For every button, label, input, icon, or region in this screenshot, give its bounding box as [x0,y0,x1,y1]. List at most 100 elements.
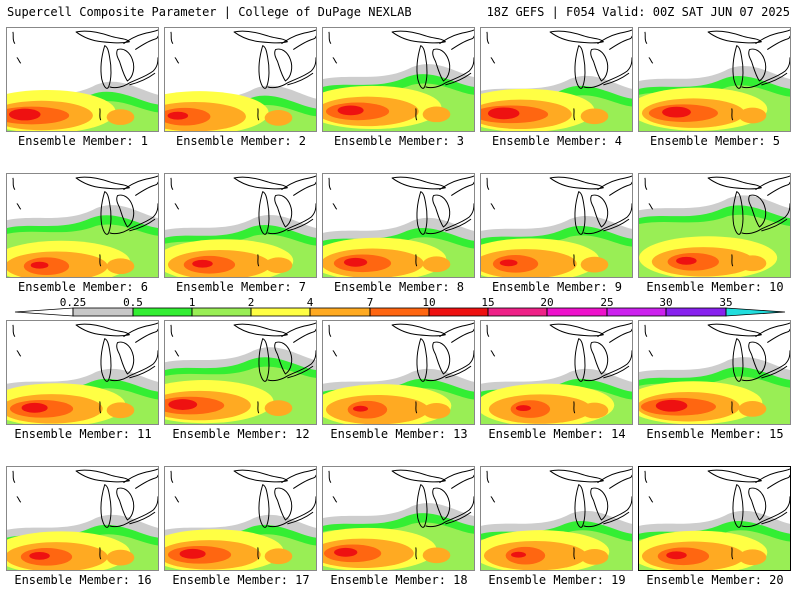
ensemble-member-panel-7[interactable] [164,173,317,278]
lake-erie-outline [761,218,788,232]
lake-huron-outline [590,194,609,228]
lake-erie-outline [445,511,472,525]
ensemble-member-panel-3[interactable] [322,27,475,132]
ensemble-member-panel-17[interactable] [164,466,317,571]
inland-water-feature [257,108,260,121]
lake-erie-outline [603,72,630,86]
inland-water-feature [573,108,576,121]
ensemble-member-panel-14[interactable] [480,320,633,425]
ensemble-member-map-9 [481,175,632,277]
great-lakes-coastline [583,29,632,89]
field-area-red [337,105,364,116]
field-area-red [168,399,198,410]
field-area-red [655,399,688,412]
great-lakes-coastline [109,322,158,382]
colorbar-segment-2 [132,307,193,317]
ensemble-member-panel-18[interactable] [322,466,475,571]
ensemble-member-map-10 [639,175,790,277]
lake-huron-outline [274,341,293,375]
ensemble-member-map-18 [323,468,474,570]
colorbar-segment-7 [428,307,489,317]
ensemble-member-panel-8[interactable] [322,173,475,278]
field-area-red [179,548,206,559]
field-area-orange-cell [738,401,767,417]
colorbar-tick-label: 35 [719,296,732,309]
field-area-orange-cell [738,107,767,124]
lake-erie-outline [445,365,472,379]
field-area-orange-cell [738,549,767,566]
lake-erie-outline [129,511,156,525]
ensemble-member-panel-20[interactable] [638,466,791,571]
ensemble-member-label-16: Ensemble Member: 16 [14,573,152,587]
lake-superior-outline [549,30,604,44]
lake-michigan-outline [574,484,586,528]
colorbar-tick-label: 25 [600,296,613,309]
colorbar-tick-label: 4 [307,296,314,309]
ensemble-member-panel-19[interactable] [480,466,633,571]
lake-superior-outline [391,469,446,483]
field-area-red [353,405,369,412]
lake-huron-outline [748,48,767,82]
inland-water-feature [573,254,576,267]
ensemble-member-panel-2[interactable] [164,27,317,132]
lake-of-the-woods-outline [644,31,654,64]
lake-michigan-outline [416,484,428,528]
ensemble-member-label-20: Ensemble Member: 20 [646,573,784,587]
lake-erie-outline [287,511,314,525]
ensemble-member-map-1 [7,29,158,131]
inland-water-feature [731,254,734,267]
ensemble-member-panel-12[interactable] [164,320,317,425]
lake-superior-outline [549,323,604,337]
lake-erie-outline [129,72,156,86]
ensemble-member-map-16 [7,468,158,570]
great-lakes-coastline [583,322,632,382]
lake-superior-outline [75,30,130,44]
lake-michigan-outline [258,338,270,382]
ensemble-member-panel-16[interactable] [6,466,159,571]
field-area-orange-cell [106,549,135,566]
lake-superior-outline [391,30,446,44]
color-scale-bar: 0.25 0.5 1 2 4 7 10 15 20 25 30 35 [14,296,786,317]
lake-superior-outline [75,469,130,483]
inland-water-feature [573,547,576,560]
lake-of-the-woods-outline [328,31,338,64]
field-area-red [21,402,48,413]
ensemble-member-panel-13[interactable] [322,320,475,425]
lake-superior-outline [75,176,130,190]
lake-michigan-outline [258,45,270,89]
ensemble-member-panel-5[interactable] [638,27,791,132]
ensemble-member-panel-10[interactable] [638,173,791,278]
lake-michigan-outline [574,338,586,382]
lake-superior-outline [391,323,446,337]
ensemble-member-label-9: Ensemble Member: 9 [491,280,623,294]
lake-michigan-outline [258,191,270,235]
lake-superior-outline [707,469,762,483]
ensemble-member-label-2: Ensemble Member: 2 [175,134,307,148]
lake-huron-outline [274,48,293,82]
inland-water-feature [99,254,102,267]
lake-michigan-outline [732,484,744,528]
ensemble-member-panel-15[interactable] [638,320,791,425]
lake-huron-outline [590,48,609,82]
inland-water-feature [731,108,734,121]
lake-of-the-woods-outline [644,324,654,357]
ensemble-member-panel-9[interactable] [480,173,633,278]
lake-of-the-woods-outline [170,31,180,64]
great-lakes-coastline [741,29,790,89]
ensemble-member-label-8: Ensemble Member: 8 [333,280,465,294]
lake-huron-outline [116,48,135,82]
colorbar-segment-1 [72,307,134,317]
ensemble-member-label-18: Ensemble Member: 18 [330,573,468,587]
ensemble-member-panel-1[interactable] [6,27,159,132]
ensemble-member-panel-6[interactable] [6,173,159,278]
inland-water-feature [257,254,260,267]
lake-huron-outline [590,341,609,375]
lake-michigan-outline [100,484,112,528]
great-lakes-coastline [109,468,158,528]
ensemble-member-map-3 [323,29,474,131]
great-lakes-coastline [425,322,474,382]
field-area-orange-cell [580,402,609,419]
lake-huron-outline [432,194,451,228]
ensemble-member-panel-11[interactable] [6,320,159,425]
ensemble-member-panel-4[interactable] [480,27,633,132]
